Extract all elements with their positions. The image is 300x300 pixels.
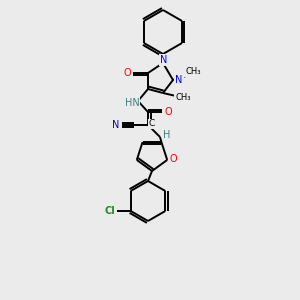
Text: N: N <box>175 75 183 85</box>
Text: O: O <box>123 68 131 78</box>
Text: CH₃: CH₃ <box>175 94 191 103</box>
Text: HN: HN <box>124 98 140 108</box>
Text: C: C <box>149 119 155 128</box>
Text: H: H <box>163 130 171 140</box>
Text: N: N <box>160 55 168 65</box>
Text: O: O <box>164 107 172 117</box>
Text: CH₃: CH₃ <box>185 68 201 76</box>
Text: Cl: Cl <box>104 206 115 216</box>
Text: N: N <box>112 120 120 130</box>
Text: O: O <box>169 154 177 164</box>
